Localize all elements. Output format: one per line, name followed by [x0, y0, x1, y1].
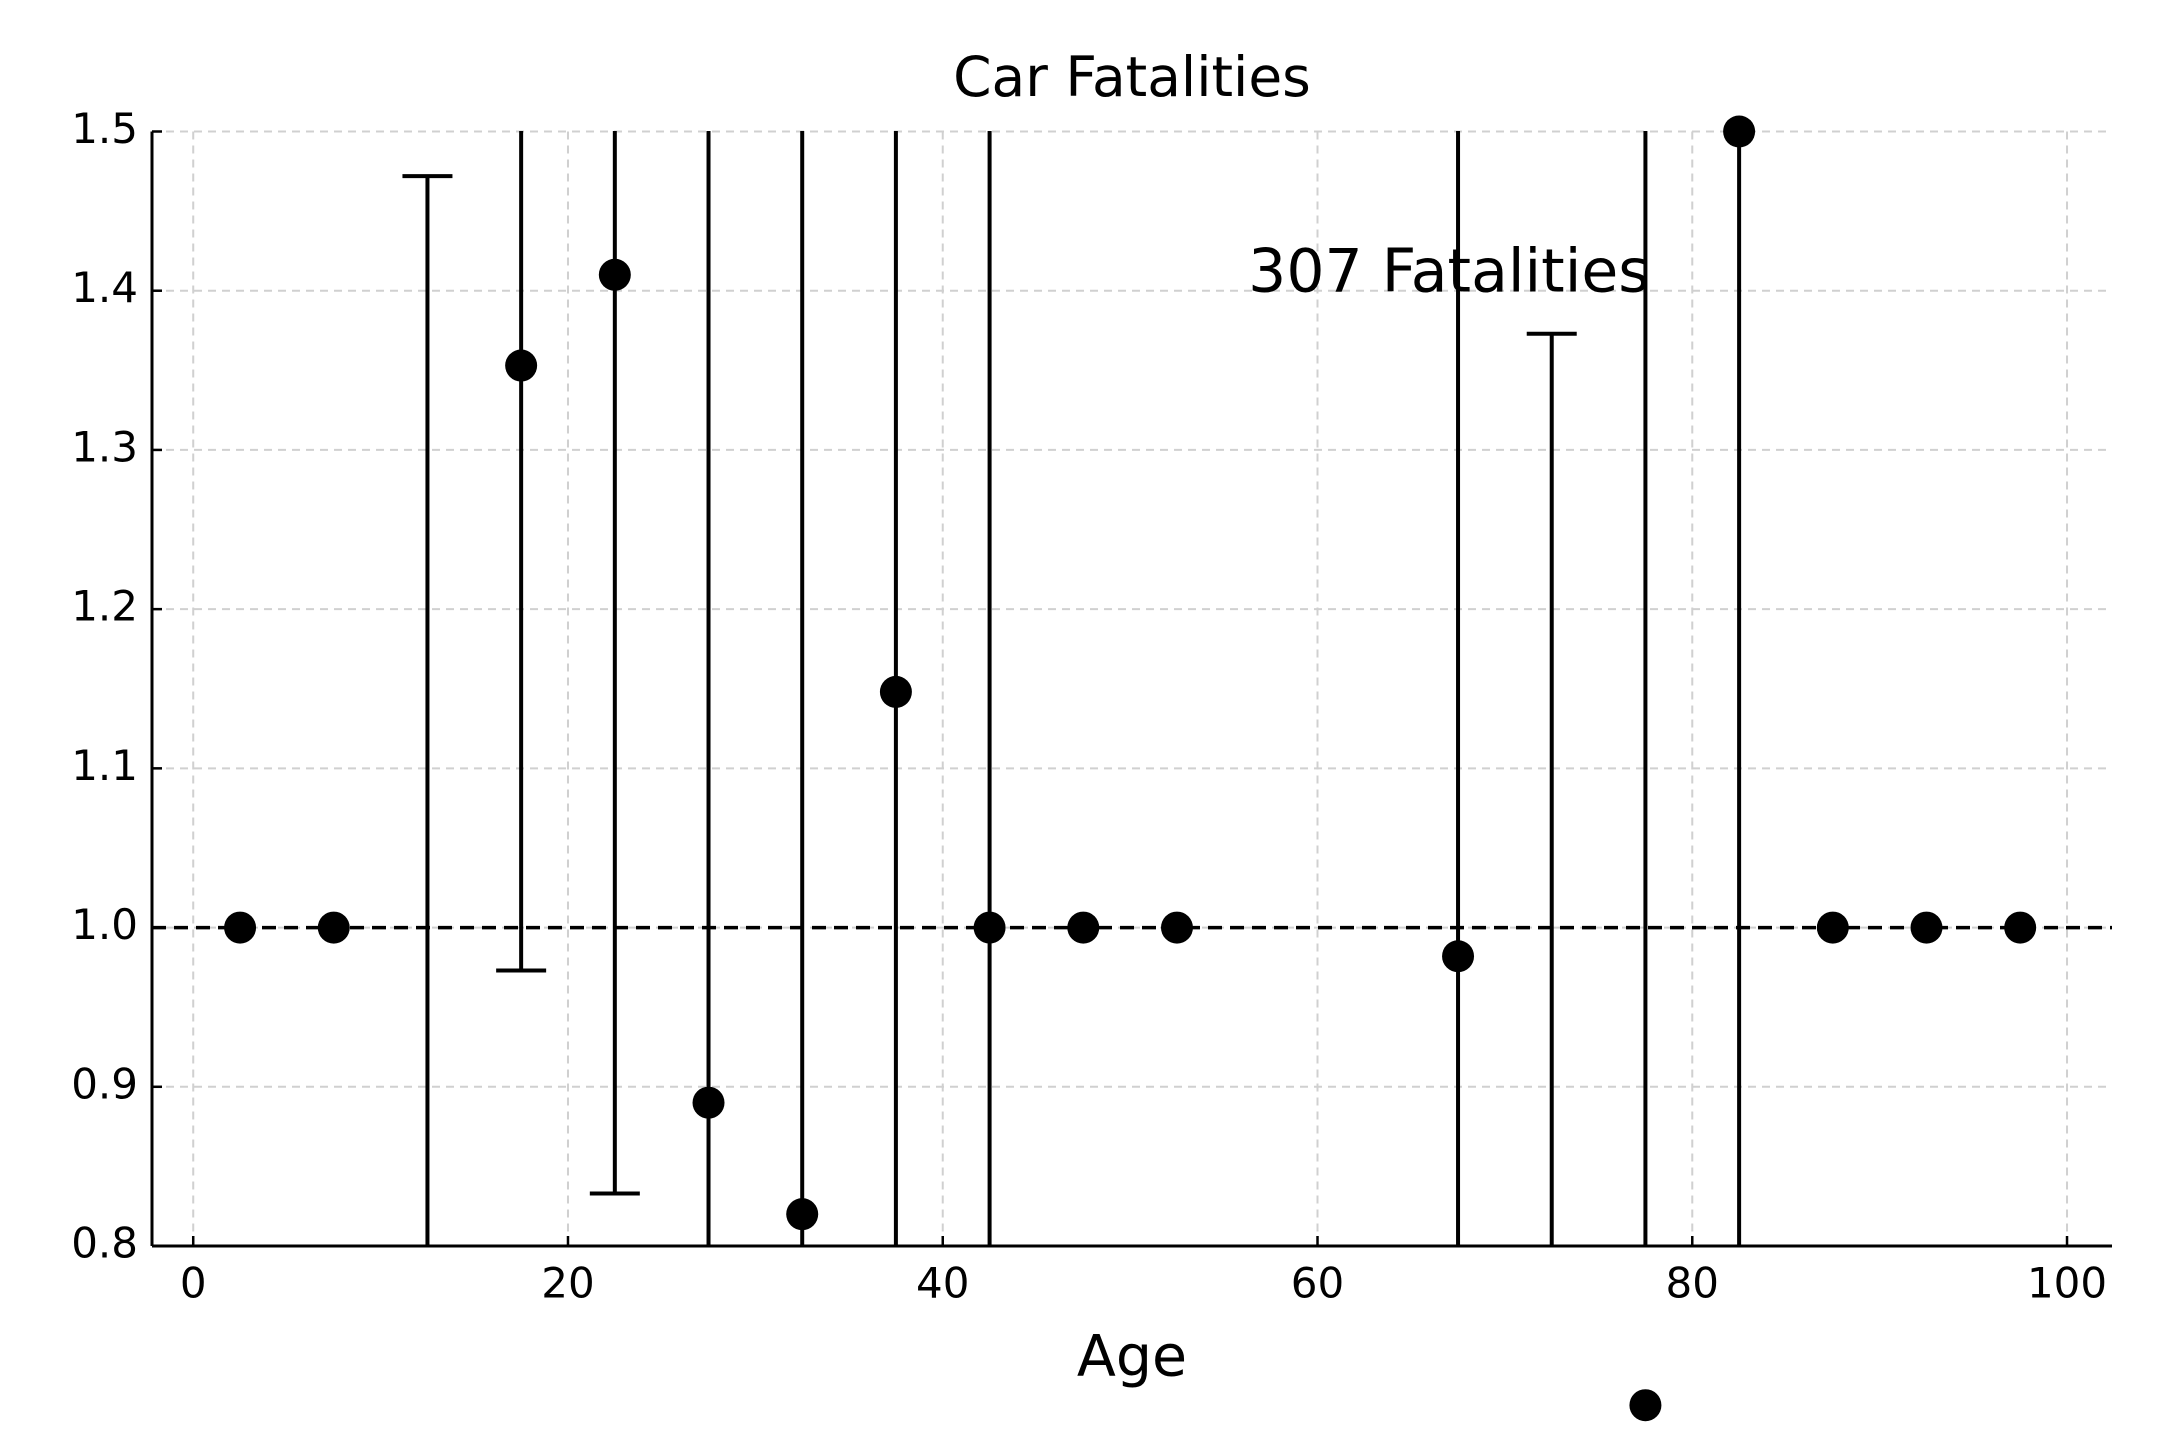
annotation: 307 Fatalities	[1248, 236, 1649, 306]
data-point	[598, 258, 631, 291]
data-point	[1160, 911, 1193, 944]
data-point	[879, 675, 912, 708]
y-tick-label: 1.1	[71, 741, 138, 790]
x-tick-label: 40	[916, 1259, 969, 1308]
x-axis-label: Age	[1077, 1324, 1187, 1390]
x-tick-label: 100	[2027, 1259, 2107, 1308]
data-point	[1723, 115, 1756, 148]
x-tick-label: 80	[1666, 1259, 1719, 1308]
y-tick-label: 1.5	[71, 104, 138, 153]
data-point	[1442, 940, 1475, 973]
data-point	[317, 911, 350, 944]
data-point	[1816, 911, 1849, 944]
data-point	[224, 911, 257, 944]
data-point	[2004, 911, 2037, 944]
data-point	[1629, 1389, 1662, 1422]
data-point	[973, 911, 1006, 944]
data-point	[1067, 911, 1100, 944]
data-point	[1910, 911, 1943, 944]
y-tick-label: 1.0	[71, 900, 138, 949]
y-tick-label: 0.8	[71, 1219, 138, 1268]
y-tick-label: 1.3	[71, 422, 138, 471]
data-point	[692, 1086, 725, 1119]
data-point	[505, 349, 538, 382]
y-tick-label: 0.9	[71, 1059, 138, 1108]
y-tick-label: 1.4	[71, 263, 138, 312]
x-tick-label: 0	[180, 1259, 207, 1308]
plot-area	[152, 131, 2112, 1246]
x-tick-label: 20	[541, 1259, 594, 1308]
x-tick-label: 60	[1291, 1259, 1344, 1308]
y-tick-label: 1.2	[71, 582, 138, 631]
data-point	[786, 1198, 819, 1231]
chart-title: Car Fatalities	[953, 45, 1311, 109]
